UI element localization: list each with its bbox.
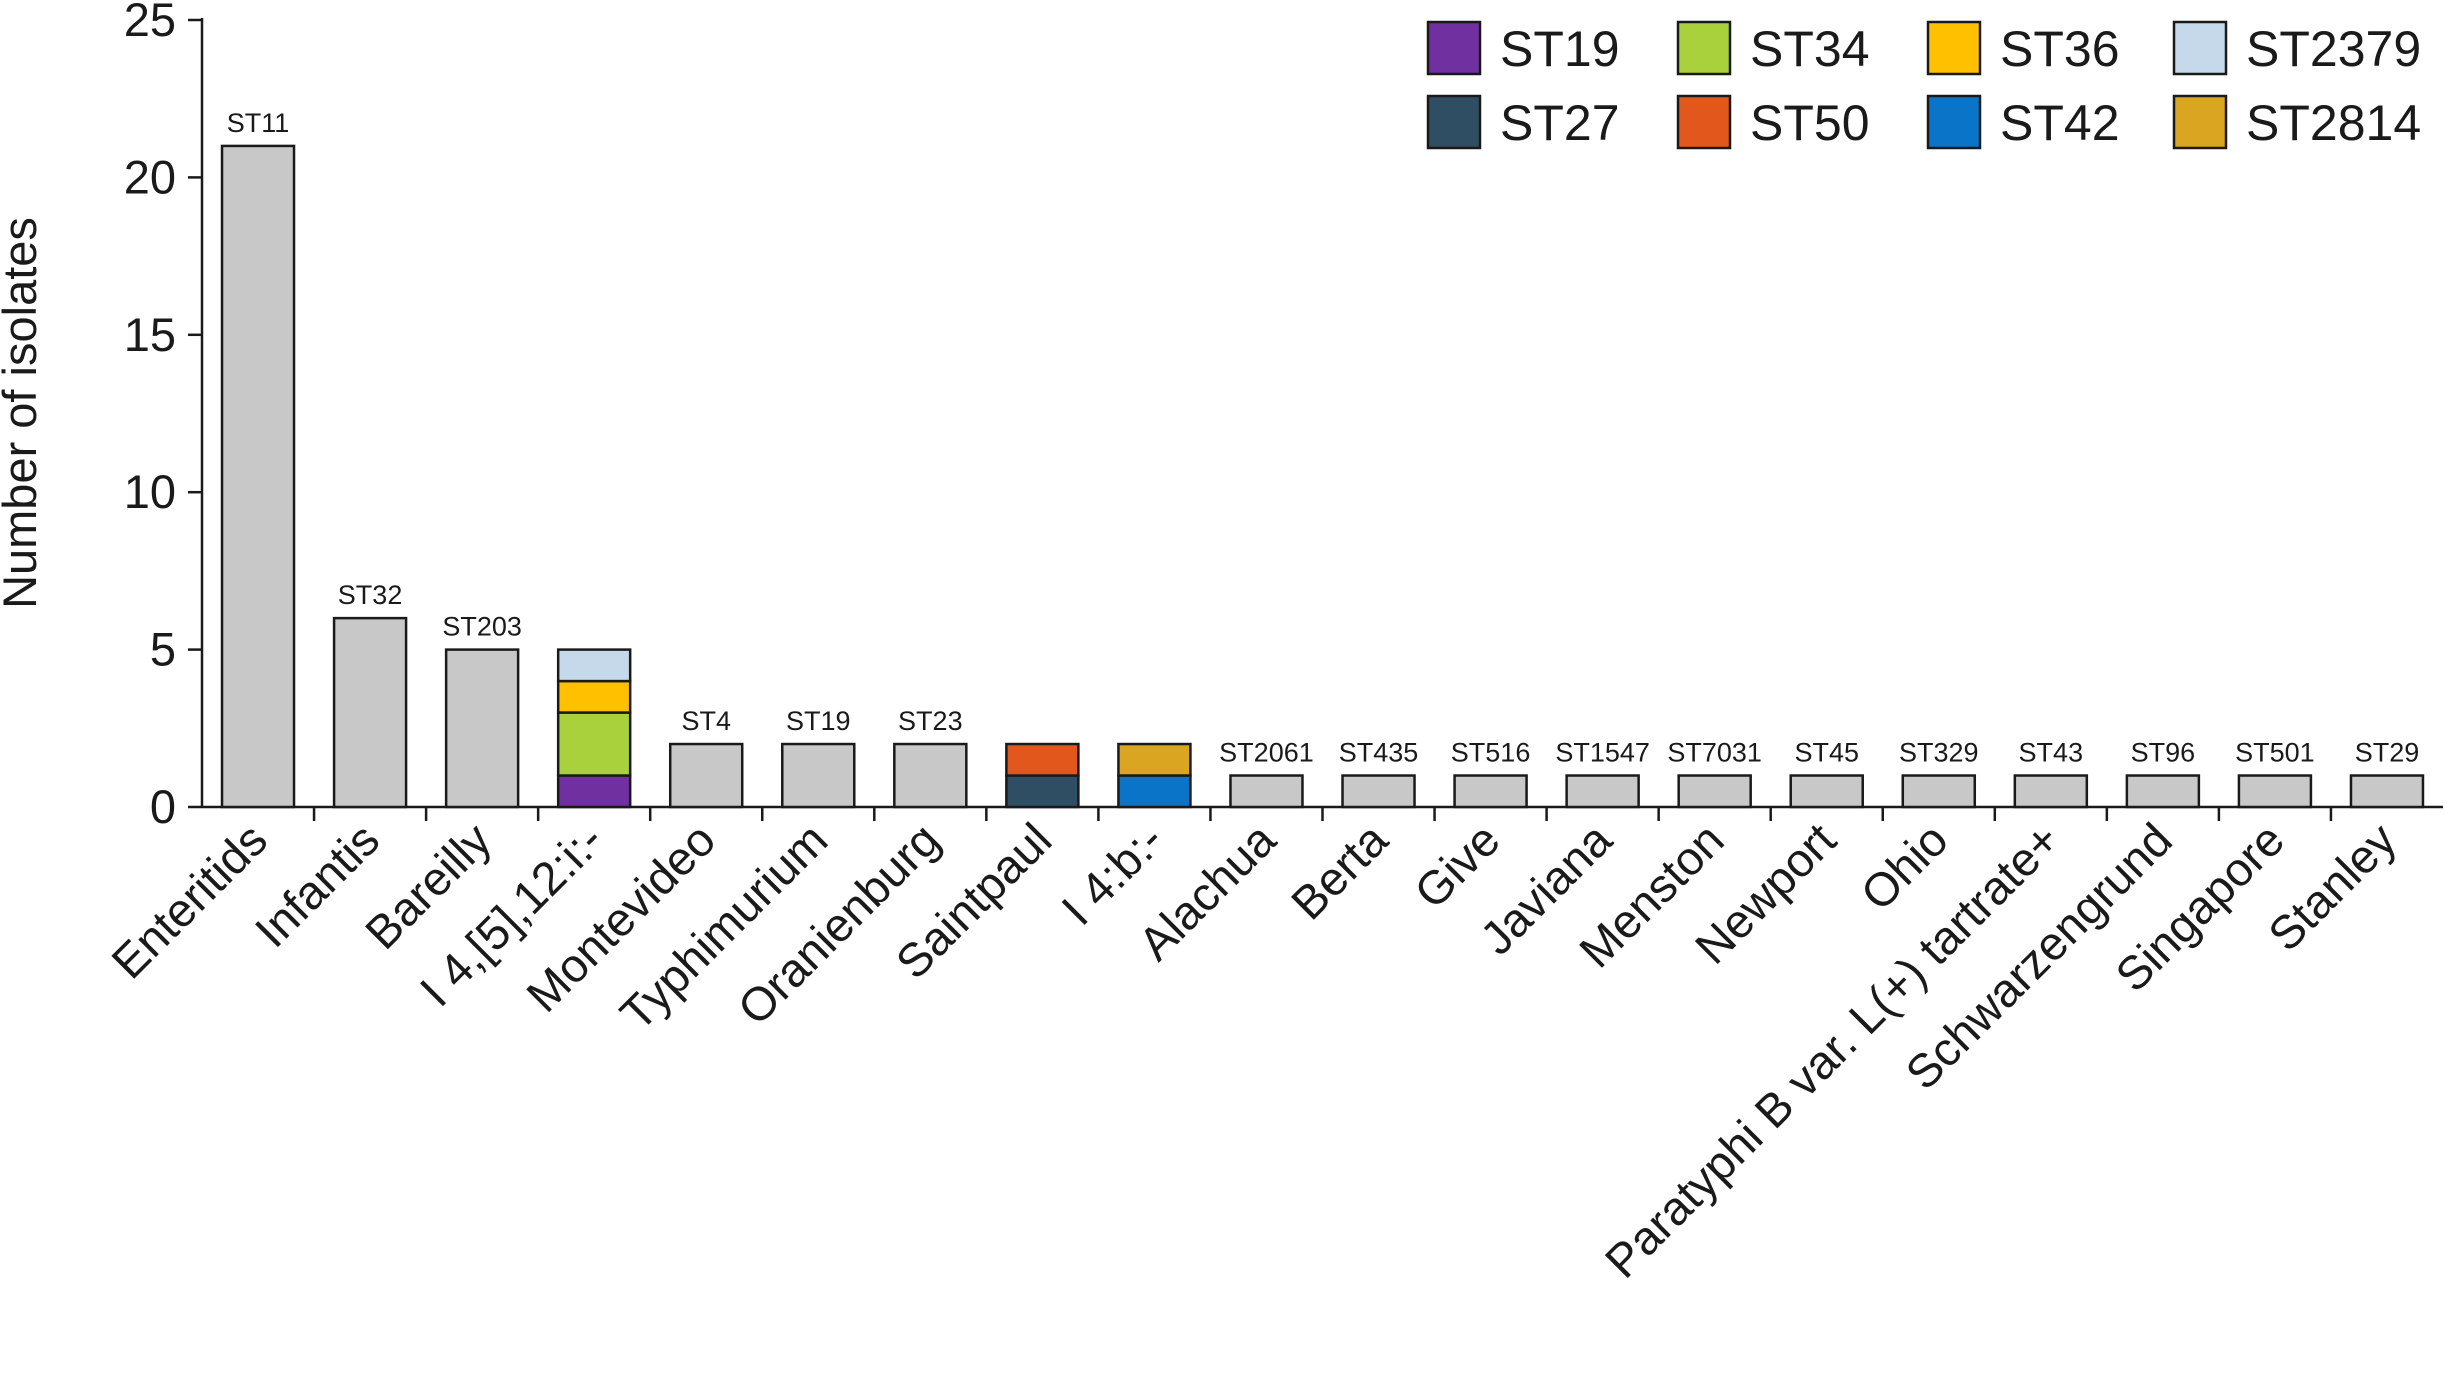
bar-i-4-b-st42 [1117,774,1192,809]
bar-singapore [2237,774,2313,809]
bar-data-label: ST32 [338,580,403,610]
bar-data-label: ST11 [227,108,290,138]
bar-data-label: ST4 [681,706,731,736]
y-axis-title: Number of isolates [0,217,46,609]
bar-data-label: ST29 [2355,738,2420,768]
legend-label-st19: ST19 [1500,21,1620,77]
bar-i-4-5-12-i-st19 [556,774,632,809]
legend-swatch-st27 [1426,94,1482,150]
legend-swatch-st34 [1676,20,1732,76]
bar-data-label: ST19 [786,706,851,736]
bar-data-label: ST96 [2131,738,2196,768]
y-tick-label: 20 [124,150,176,203]
bar-newport [1789,774,1864,809]
legend-label-st42: ST42 [2000,95,2120,151]
bar-typhimurium [781,742,856,809]
bar-berta [1341,774,1416,809]
legend-swatch-st2814 [2172,94,2228,150]
legend-swatch-st19 [1426,20,1482,76]
bar-infantis [332,616,408,809]
bar-data-label: ST203 [442,612,522,642]
bar-i-4-5-12-i-st2379 [556,648,632,683]
bar-data-label: ST45 [1794,738,1859,768]
bar-data-label: ST329 [1899,738,1979,768]
bar-paratyphi-b-var-l-tartrate [2013,774,2089,809]
y-tick-label: 0 [150,780,176,833]
legend-label-st36: ST36 [2000,21,2120,77]
bar-data-label: ST23 [898,706,963,736]
legend-swatch-st36 [1926,20,1982,76]
bar-i-4-b-st2814 [1117,742,1192,777]
bar-i-4-5-12-i-st34 [556,711,632,777]
legend-label-st27: ST27 [1500,95,1620,151]
x-tick-label: Enteritids [101,813,277,989]
bar-data-label: ST1547 [1555,738,1650,768]
x-tick-label: Berta [1281,812,1399,930]
y-tick-label: 10 [124,465,176,518]
legend-label-st34: ST34 [1750,21,1870,77]
bar-saintpaul-st50 [1005,742,1080,777]
legend-label-st2814: ST2814 [2246,95,2421,151]
bar-bareilly [444,648,520,809]
bar-data-label: ST501 [2235,738,2315,768]
legend-swatch-st42 [1926,94,1982,150]
bar-stanley [2349,774,2425,809]
plot-area: 0510152025ST11EnteritidsST32InfantisST20… [101,0,2443,1288]
legend: ST19 ST34 ST36 ST2379 ST27 ST50 ST42 ST2814 [1426,20,2421,151]
bar-data-label: ST43 [2019,738,2084,768]
bar-i-4-5-12-i-st36 [556,679,632,714]
legend-label-st2379: ST2379 [2246,21,2421,77]
bar-data-label: ST516 [1451,738,1531,768]
bar-data-label: ST2061 [1219,738,1314,768]
y-tick-label: 5 [150,623,176,676]
bar-data-label: ST435 [1339,738,1419,768]
bar-schwarzengrund [2125,774,2201,809]
bar-montevideo [668,742,744,809]
bar-enteritids [220,144,296,809]
bar-ohio [1901,774,1977,809]
legend-label-st50: ST50 [1750,95,1870,151]
bar-give [1453,774,1528,809]
bar-oranienburg [893,742,968,809]
bar-javiana [1565,774,1640,809]
legend-swatch-st50 [1676,94,1732,150]
x-tick-label: Stanley [2258,812,2407,961]
y-tick-label: 15 [124,308,176,361]
legend-swatch-st2379 [2172,20,2228,76]
bar-menston [1677,774,1752,809]
y-tick-label: 25 [124,0,176,46]
bar-saintpaul-st27 [1005,774,1080,809]
bar-data-label: ST7031 [1667,738,1762,768]
bar-alachua [1229,774,1304,809]
